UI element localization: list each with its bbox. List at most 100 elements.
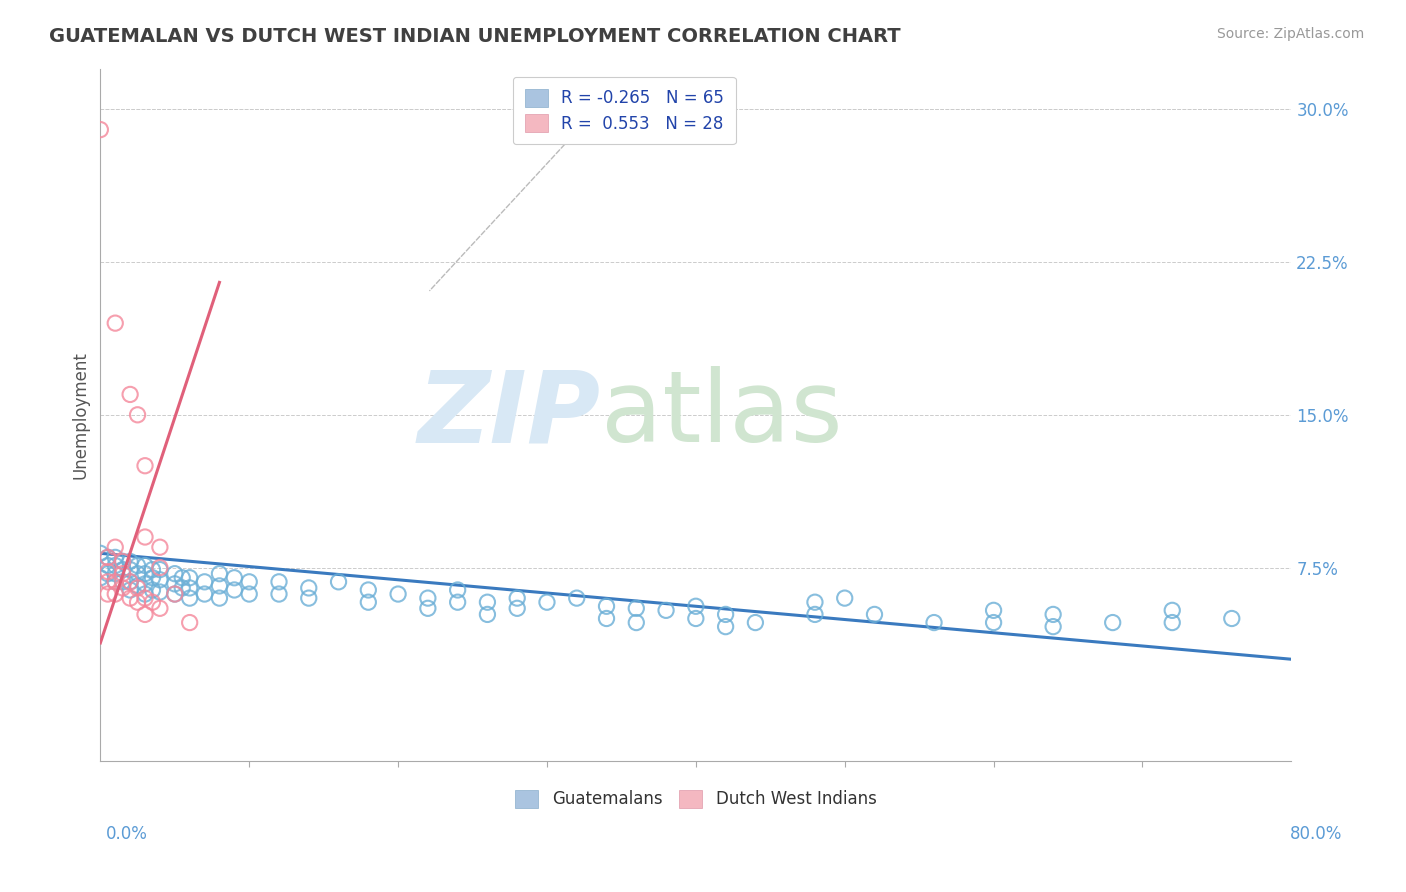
Point: [149, 573, 172, 587]
Point: [922, 615, 945, 630]
Point: [127, 566, 149, 581]
Point: [595, 599, 617, 614]
Point: [149, 601, 172, 615]
Point: [111, 581, 134, 595]
Point: [477, 607, 499, 622]
Point: [134, 566, 156, 581]
Point: [149, 540, 172, 554]
Point: [477, 595, 499, 609]
Point: [1161, 603, 1184, 617]
Point: [141, 571, 163, 585]
Point: [179, 591, 201, 606]
Point: [127, 579, 149, 593]
Point: [328, 574, 350, 589]
Point: [104, 550, 127, 565]
Point: [89, 122, 111, 136]
Point: [193, 587, 215, 601]
Point: [172, 581, 194, 595]
Text: Source: ZipAtlas.com: Source: ZipAtlas.com: [1216, 27, 1364, 41]
Point: [97, 550, 120, 565]
Point: [536, 595, 558, 609]
Point: [111, 566, 134, 581]
Point: [804, 595, 827, 609]
Point: [97, 566, 120, 581]
Point: [120, 582, 142, 597]
Point: [120, 563, 142, 577]
Point: [595, 611, 617, 625]
Point: [208, 579, 231, 593]
Point: [238, 587, 260, 601]
Point: [97, 587, 120, 601]
Point: [134, 591, 156, 606]
Point: [111, 563, 134, 577]
Point: [149, 563, 172, 577]
Point: [104, 540, 127, 554]
Point: [685, 611, 707, 625]
Point: [120, 574, 142, 589]
Point: [141, 563, 163, 577]
Point: [267, 587, 290, 601]
Point: [193, 574, 215, 589]
Point: [149, 585, 172, 599]
Point: [134, 577, 156, 591]
Point: [446, 582, 468, 597]
Point: [134, 558, 156, 573]
Point: [744, 615, 766, 630]
Point: [163, 587, 186, 601]
Point: [208, 591, 231, 606]
Point: [141, 582, 163, 597]
Point: [97, 574, 120, 589]
Point: [134, 458, 156, 473]
Legend: Guatemalans, Dutch West Indians: Guatemalans, Dutch West Indians: [509, 783, 883, 815]
Point: [179, 615, 201, 630]
Text: 0.0%: 0.0%: [105, 825, 148, 843]
Point: [714, 620, 737, 634]
Point: [224, 582, 246, 597]
Point: [387, 587, 409, 601]
Point: [267, 574, 290, 589]
Point: [127, 408, 149, 422]
Point: [89, 571, 111, 585]
Point: [357, 595, 380, 609]
Point: [104, 587, 127, 601]
Point: [983, 615, 1005, 630]
Point: [565, 591, 588, 606]
Point: [111, 574, 134, 589]
Text: GUATEMALAN VS DUTCH WEST INDIAN UNEMPLOYMENT CORRELATION CHART: GUATEMALAN VS DUTCH WEST INDIAN UNEMPLOY…: [49, 27, 901, 45]
Point: [172, 571, 194, 585]
Point: [446, 595, 468, 609]
Point: [983, 603, 1005, 617]
Point: [120, 554, 142, 568]
Point: [89, 546, 111, 560]
Point: [149, 560, 172, 574]
Point: [97, 550, 120, 565]
Y-axis label: Unemployment: Unemployment: [72, 351, 89, 479]
Point: [357, 582, 380, 597]
Point: [179, 581, 201, 595]
Point: [163, 587, 186, 601]
Point: [134, 587, 156, 601]
Point: [120, 574, 142, 589]
Point: [97, 558, 120, 573]
Point: [238, 574, 260, 589]
Point: [179, 571, 201, 585]
Point: [134, 530, 156, 544]
Point: [1101, 615, 1123, 630]
Point: [111, 554, 134, 568]
Point: [127, 558, 149, 573]
Text: 80.0%: 80.0%: [1291, 825, 1343, 843]
Point: [163, 577, 186, 591]
Point: [163, 566, 186, 581]
Point: [127, 595, 149, 609]
Point: [626, 601, 648, 615]
Point: [104, 566, 127, 581]
Point: [97, 565, 120, 579]
Point: [120, 387, 142, 401]
Point: [1220, 611, 1243, 625]
Point: [655, 603, 678, 617]
Point: [141, 595, 163, 609]
Point: [104, 574, 127, 589]
Point: [714, 607, 737, 622]
Point: [1042, 620, 1064, 634]
Point: [111, 554, 134, 568]
